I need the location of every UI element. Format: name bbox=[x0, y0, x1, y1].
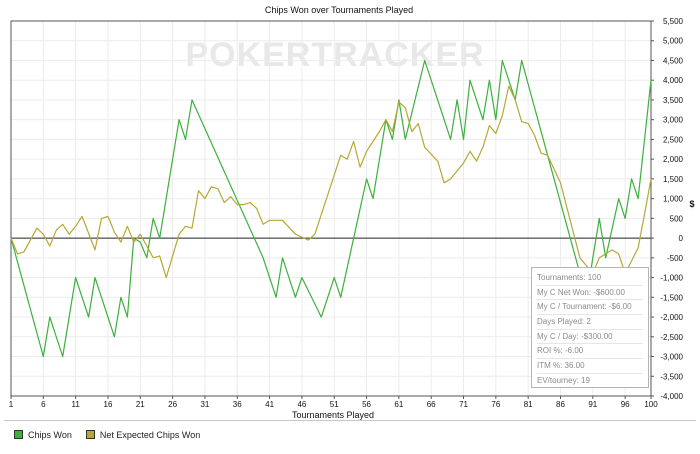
x-tick-label: 71 bbox=[459, 400, 468, 409]
stats-days-played: Days Played: 2 bbox=[537, 315, 643, 330]
y-tick-label: 0 bbox=[679, 234, 684, 243]
legend-item-net-expected: Net Expected Chips Won bbox=[85, 429, 201, 440]
stats-box: Tournaments: 100 My C Net Won: -$600.00 … bbox=[531, 267, 649, 388]
y-tick-label: 3,000 bbox=[663, 116, 684, 125]
x-tick-label: 11 bbox=[71, 400, 80, 409]
stats-net-won: My C Net Won: -$600.00 bbox=[537, 286, 643, 301]
x-tick-label: 1 bbox=[9, 400, 14, 409]
x-tick-label: 91 bbox=[588, 400, 597, 409]
y-tick-label: -4,000 bbox=[660, 392, 683, 401]
y-tick-label: 5,000 bbox=[663, 37, 684, 46]
y-tick-label: 4,000 bbox=[663, 76, 684, 85]
y-tick-label: 5,500 bbox=[663, 17, 684, 26]
x-tick-label: 36 bbox=[233, 400, 242, 409]
x-tick-label: 66 bbox=[427, 400, 436, 409]
y-tick-label: -2,500 bbox=[660, 333, 683, 342]
stats-per-tournament: My C / Tournament: -$6.00 bbox=[537, 300, 643, 316]
x-tick-label: 61 bbox=[394, 400, 403, 409]
stats-tournaments: Tournaments: 100 bbox=[537, 271, 643, 286]
x-tick-label: 21 bbox=[136, 400, 145, 409]
y-tick-label: -1,000 bbox=[660, 274, 683, 283]
series-lines bbox=[10, 59, 652, 358]
y-axis-title: $ bbox=[689, 199, 694, 209]
x-tick-label: 26 bbox=[168, 400, 177, 409]
x-tick-label: 46 bbox=[297, 400, 306, 409]
x-tick-label: 76 bbox=[491, 400, 500, 409]
x-axis-ticks: 1 6 11 16 21 26 31 36 41 46 51 56 61 66 71 76 81 86 91 96 10… bbox=[9, 396, 658, 409]
legend-item-chips-won: Chips Won bbox=[14, 430, 72, 440]
y-tick-label: -1,500 bbox=[660, 293, 683, 302]
y-tick-label: 2,500 bbox=[663, 135, 684, 144]
series-line-net-expected bbox=[10, 85, 652, 279]
x-tick-label: 41 bbox=[265, 400, 274, 409]
x-tick-label: 100 bbox=[644, 400, 658, 409]
x-tick-label: 56 bbox=[362, 400, 371, 409]
y-tick-label: 1,500 bbox=[663, 175, 684, 184]
plot-area-border bbox=[10, 20, 652, 397]
stats-roi: ROI %: -6.00 bbox=[537, 344, 643, 360]
legend-swatch-net-expected bbox=[85, 430, 95, 439]
legend-label-net-expected: Net Expected Chips Won bbox=[99, 429, 201, 440]
series-line-chips-won bbox=[10, 59, 652, 358]
x-tick-label: 16 bbox=[104, 400, 113, 409]
x-tick-label: 81 bbox=[524, 400, 533, 409]
y-tick-label: 500 bbox=[670, 214, 684, 223]
legend: Chips Won Net Expected Chips Won bbox=[4, 420, 696, 448]
x-tick-label: 96 bbox=[621, 400, 630, 409]
y-tick-label: 4,500 bbox=[663, 56, 684, 65]
x-tick-label: 6 bbox=[41, 400, 46, 409]
legend-label-chips-won: Chips Won bbox=[28, 429, 72, 440]
x-axis-title: Tournaments Played bbox=[292, 410, 374, 420]
x-tick-label: 51 bbox=[330, 400, 339, 409]
y-tick-label: 2,000 bbox=[663, 155, 684, 164]
stats-itm: ITM %: 36.00 bbox=[537, 359, 643, 374]
y-axis-ticks: 5,500 5,000 4,500 4,000 3,500 3,000 2,500 2,000… bbox=[651, 17, 684, 401]
y-tick-label: -3,500 bbox=[660, 372, 683, 381]
x-tick-label: 31 bbox=[200, 400, 209, 409]
legend-swatch-chips-won bbox=[14, 430, 23, 439]
x-tick-label: 86 bbox=[556, 400, 565, 409]
stats-per-day: My C / Day: -$300.00 bbox=[537, 330, 643, 345]
watermark-logo: POKERTRACKER bbox=[185, 36, 484, 74]
y-tick-label: 1,000 bbox=[663, 195, 684, 204]
y-tick-label: -3,000 bbox=[660, 353, 683, 362]
y-tick-label: -2,000 bbox=[660, 313, 683, 322]
y-tick-label: 3,500 bbox=[663, 96, 684, 105]
chart-title: Chips Won over Tournaments Played bbox=[265, 5, 413, 15]
y-tick-label: -500 bbox=[667, 254, 684, 263]
stats-ev-tourney: EV/tourney: 19 bbox=[537, 375, 590, 385]
